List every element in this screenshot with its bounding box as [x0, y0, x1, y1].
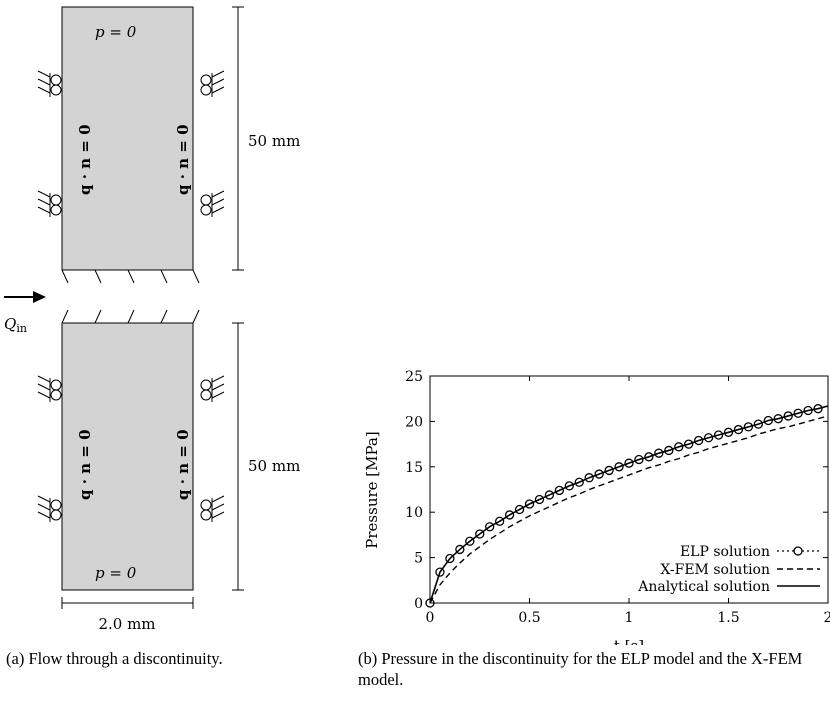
elp-data-point: [743, 422, 754, 432]
y-tick-label: 10: [405, 505, 423, 521]
elp-data-point: [435, 567, 445, 577]
elp-data-point: [494, 516, 505, 526]
bottom-pressure-bc-label: p = 0: [95, 564, 137, 582]
elp-data-point: [674, 442, 684, 452]
inflow-label: Qin: [4, 315, 27, 335]
top-pressure-bc-label: p = 0: [95, 23, 137, 41]
elp-data-point: [713, 430, 724, 440]
roller-support: [200, 70, 225, 97]
x-tick-label: 0: [426, 610, 435, 626]
figure: Qin p = 0 p = 0 q · n = 0 q · n = 0 q · …: [4, 6, 830, 645]
elp-data-point: [604, 465, 614, 476]
elp-data-point: [793, 408, 803, 418]
elp-data-point: [475, 529, 485, 539]
x-tick-label: 0.5: [518, 610, 540, 626]
x-tick-label: 1.5: [717, 610, 739, 626]
elp-data-point: [574, 477, 584, 487]
y-tick-label: 25: [405, 369, 423, 385]
legend-label: Analytical solution: [637, 579, 770, 595]
lower-domain: [61, 322, 194, 591]
elp-data-point: [425, 598, 435, 608]
elp-data-point: [773, 414, 783, 424]
legend-label: ELP solution: [680, 544, 770, 560]
caption-panel-a: (a) Flow through a discontinuity.: [6, 649, 223, 668]
elp-data-point: [654, 448, 664, 458]
y-tick-label: 5: [414, 551, 423, 567]
elp-data-point: [624, 458, 634, 468]
elp-data-point: [524, 499, 535, 509]
elp-data-point: [534, 494, 545, 505]
elp-data-point: [694, 435, 704, 446]
elp-data-point: [723, 427, 734, 437]
legend-marker: [793, 546, 803, 556]
inflow-arrow: [4, 291, 46, 303]
elp-data-point: [634, 454, 644, 465]
roller-support: [200, 495, 225, 522]
elp-data-point: [813, 404, 823, 414]
elp-data-point: [684, 439, 694, 449]
series-line-x-fem-solution: [429, 415, 829, 604]
roller-supports: [37, 70, 225, 522]
fixed-support-top: [61, 269, 200, 284]
x-tick-label: 2: [824, 610, 830, 626]
upper-height-label: 50 mm: [248, 132, 300, 150]
dimension-upper: [232, 6, 244, 271]
roller-support: [37, 70, 62, 97]
elp-data-point: [445, 553, 455, 564]
y-tick-label: 20: [405, 414, 423, 430]
upper-domain: [61, 6, 194, 271]
elp-data-point: [594, 469, 604, 479]
flux-bc-label-lower-left: q · n = 0: [76, 429, 94, 500]
elp-data-point: [455, 544, 465, 555]
elp-data-point: [753, 419, 763, 429]
lower-height-label: 50 mm: [248, 457, 300, 475]
roller-support: [200, 190, 225, 217]
elp-data-point: [733, 424, 744, 435]
elp-data-point: [763, 415, 773, 426]
elp-data-point: [803, 405, 813, 416]
width-label: 2.0 mm: [98, 615, 155, 633]
elp-data-point: [664, 445, 674, 456]
elp-data-point: [544, 490, 555, 500]
flux-bc-label-upper-right: q · n = 0: [174, 124, 192, 195]
roller-support: [37, 190, 62, 217]
y-tick-label: 15: [405, 460, 423, 476]
roller-support: [200, 375, 225, 402]
legend-label: X-FEM solution: [660, 562, 770, 578]
roller-support: [37, 495, 62, 522]
elp-data-point: [614, 462, 624, 472]
dimension-lower: [232, 322, 244, 591]
elp-data-point: [554, 485, 564, 496]
dimension-width: [61, 597, 194, 609]
roller-support: [37, 375, 62, 402]
elp-data-point: [564, 481, 574, 491]
caption-panel-b: (b) Pressure in the discontinuity for th…: [358, 649, 803, 689]
elp-data-point: [703, 433, 714, 443]
flux-bc-label-lower-right: q · n = 0: [174, 429, 192, 500]
elp-data-point: [644, 452, 654, 462]
elp-data-point: [514, 504, 525, 515]
elp-data-point: [465, 536, 475, 546]
elp-data-point: [584, 473, 594, 483]
y-axis-label: Pressure [MPa]: [363, 431, 381, 548]
elp-data-point: [485, 522, 495, 532]
flux-bc-label-upper-left: q · n = 0: [76, 124, 94, 195]
elp-data-point: [783, 411, 793, 421]
y-tick-label: 0: [414, 596, 423, 612]
elp-data-point: [504, 510, 515, 520]
panel-a-diagram: Qin p = 0 p = 0 q · n = 0 q · n = 0 q · …: [4, 6, 300, 633]
x-tick-label: 1: [625, 610, 634, 626]
fixed-support-bottom: [61, 309, 200, 324]
x-axis-label: t [s]: [614, 637, 644, 645]
